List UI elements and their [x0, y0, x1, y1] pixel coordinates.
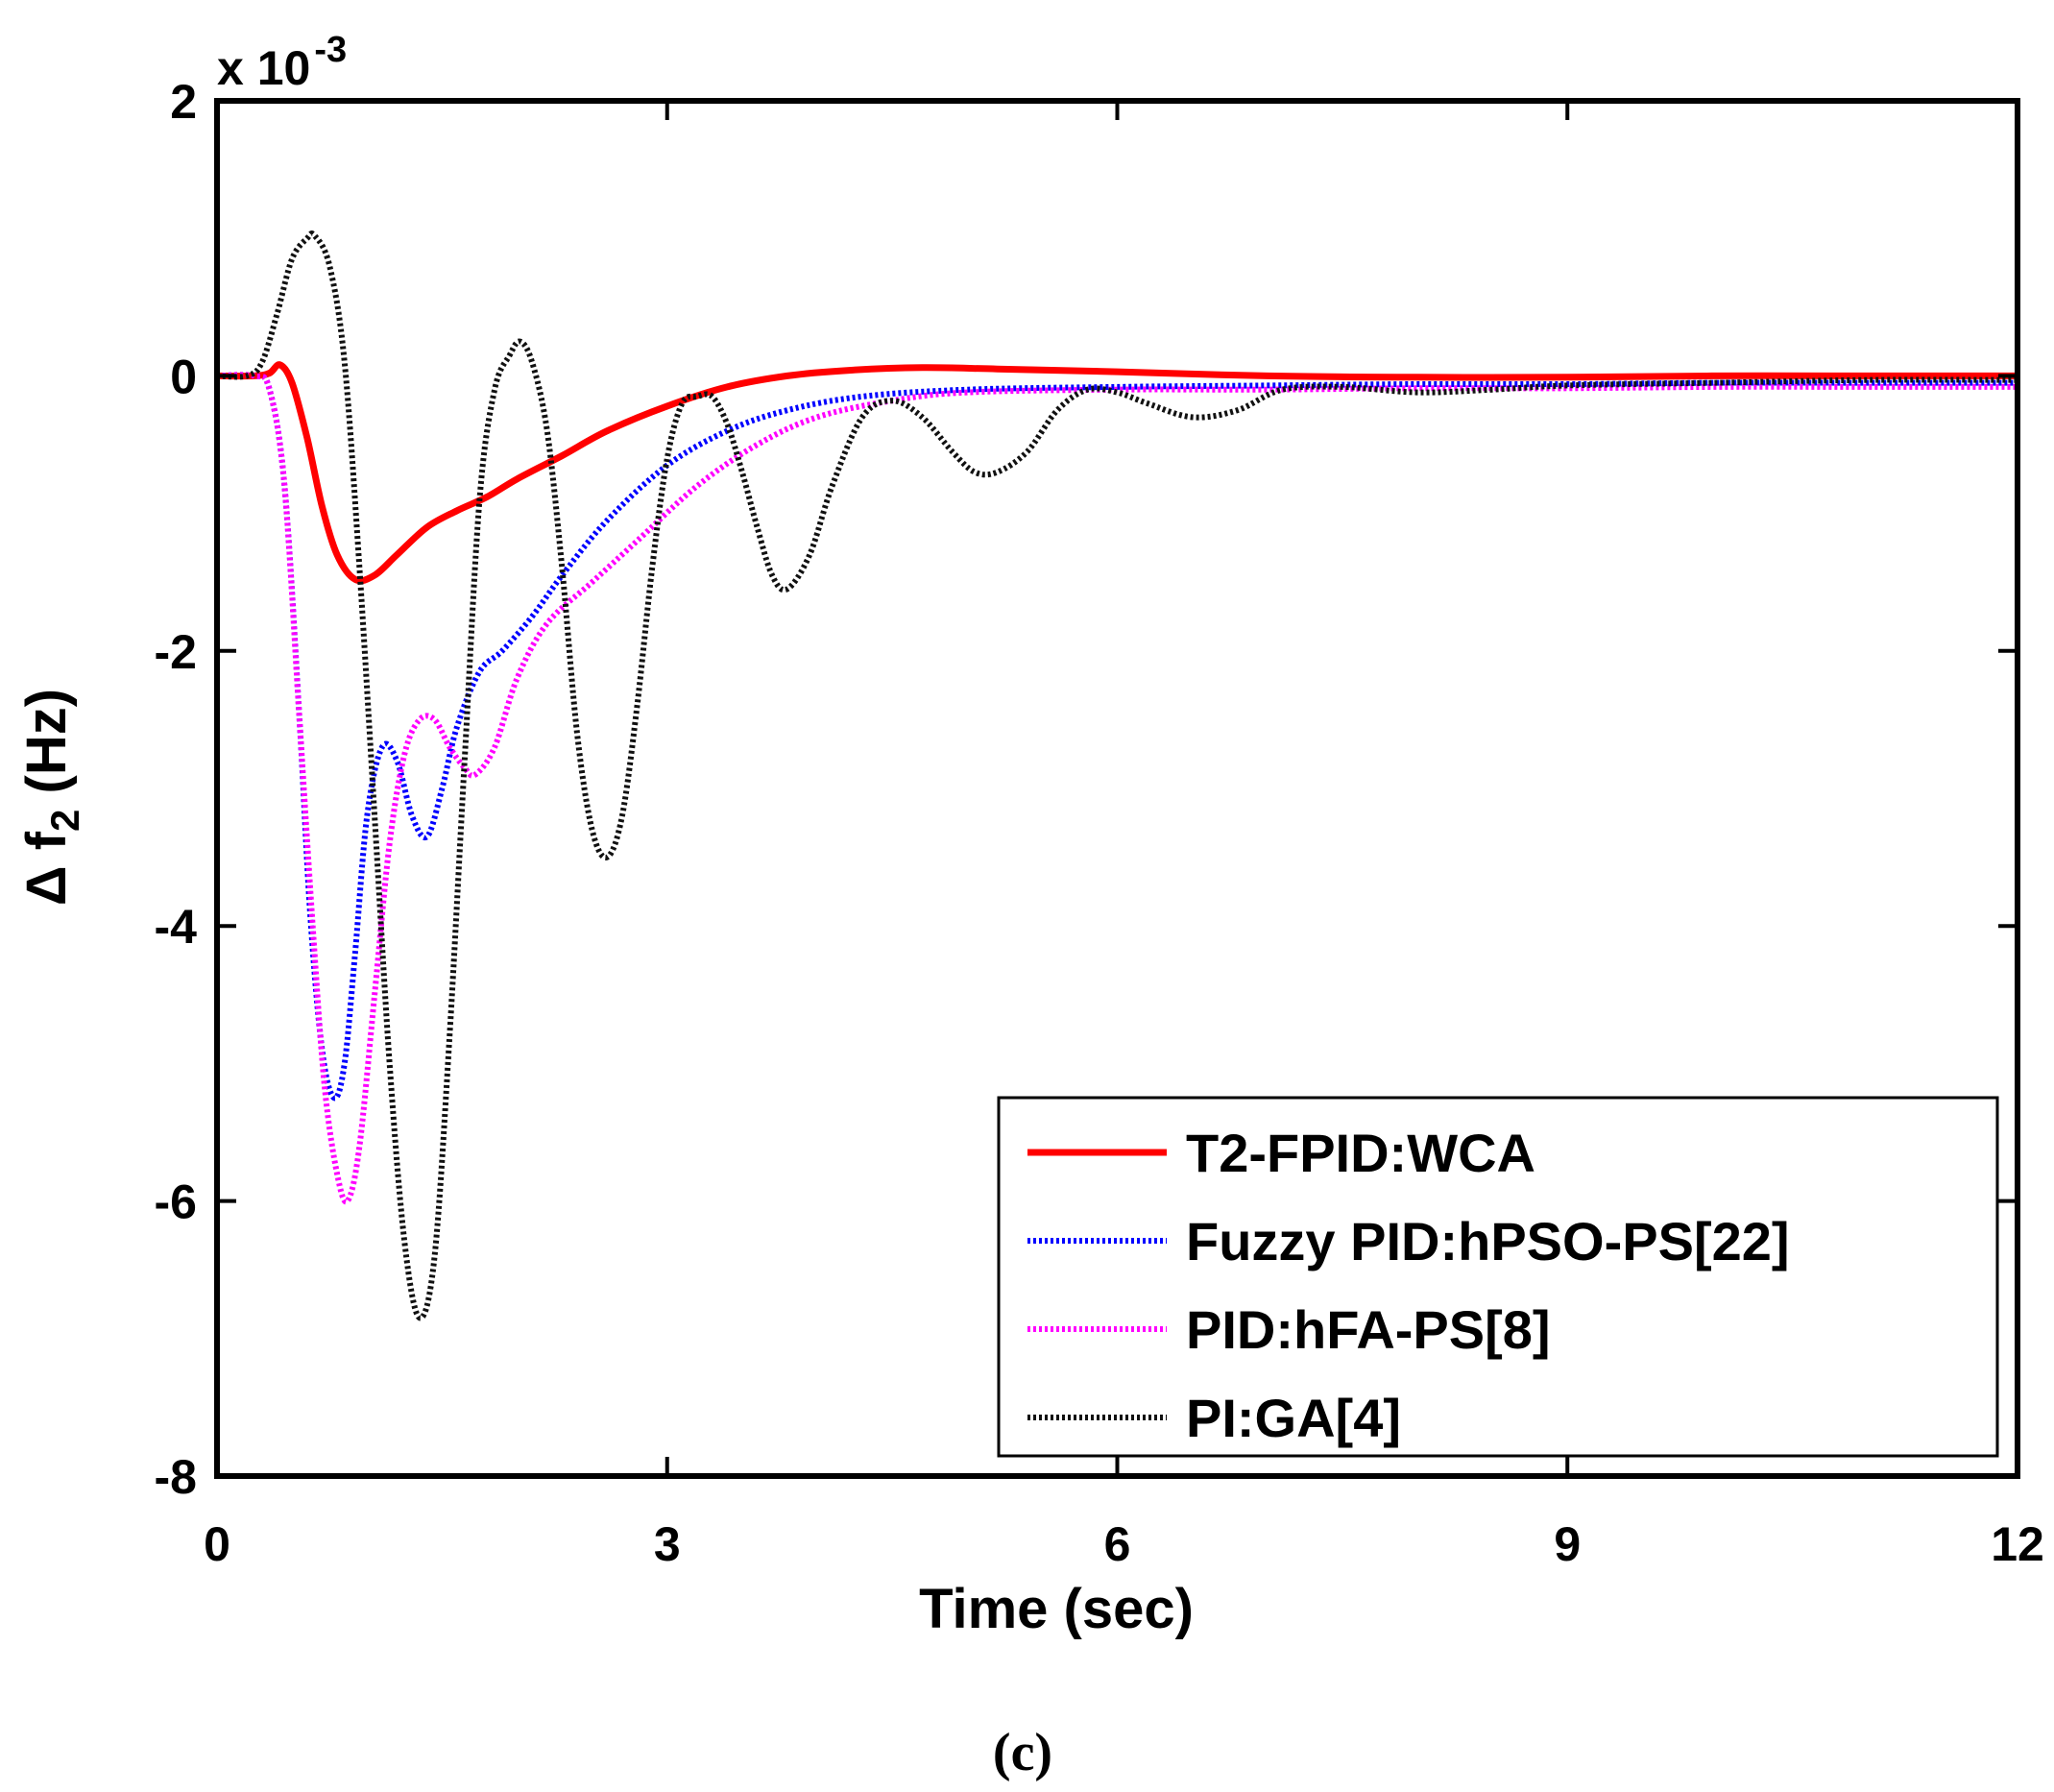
- legend-label-2: Fuzzy PID:hPSO-PS[22]: [1186, 1211, 1790, 1271]
- y-tick-label: -6: [155, 1175, 197, 1229]
- y-axis-label-group: Δ f2 (Hz): [15, 689, 87, 906]
- y-axis-ticks: 2 0 -2 -4 -6 -8: [155, 75, 2018, 1504]
- legend-box: [997, 1096, 1999, 1458]
- series-line-1: [217, 361, 2018, 585]
- series-line-3: [217, 372, 2018, 1205]
- figure-caption: (c): [993, 1723, 1052, 1782]
- legend-label-4: PI:GA[4]: [1186, 1388, 1401, 1448]
- y-tick-label: -4: [155, 900, 198, 954]
- y-tick-label: 0: [170, 350, 197, 403]
- y-tick-label: -8: [155, 1450, 197, 1504]
- series-line-4: [217, 230, 2018, 1321]
- y-exponent-power: -3: [314, 30, 347, 70]
- x-tick-label: 3: [654, 1517, 681, 1571]
- x-tick-label: 6: [1104, 1517, 1131, 1571]
- legend-label-1: T2-FPID:WCA: [1186, 1123, 1535, 1183]
- y-tick-label: 2: [170, 75, 197, 129]
- x-axis-ticks: 0 3 6 9 12: [204, 101, 2044, 1571]
- x-axis-label: Time (sec): [919, 1578, 1194, 1640]
- y-axis-label-suffix: (Hz): [15, 689, 78, 810]
- y-axis-label-prefix: Δ f: [15, 831, 78, 906]
- y-tick-label: -2: [155, 625, 197, 679]
- series-layer: [217, 230, 2018, 1321]
- x-tick-label: 0: [204, 1517, 230, 1571]
- x-tick-label: 9: [1554, 1517, 1581, 1571]
- y-axis-label-subscript: 2: [42, 810, 87, 832]
- y-axis-label: Δ f2 (Hz): [15, 689, 87, 906]
- series-line-2: [217, 372, 2018, 1102]
- legend-label-3: PID:hFA-PS[8]: [1186, 1299, 1551, 1360]
- y-exponent-base: x 10: [217, 41, 310, 95]
- y-exponent-label: x 10 -3: [217, 30, 347, 95]
- legend: T2-FPID:WCA Fuzzy PID:hPSO-PS[22] PID:hFA-…: [997, 1096, 1999, 1458]
- legend-items: T2-FPID:WCA Fuzzy PID:hPSO-PS[22] PID:hFA-…: [1027, 1123, 1790, 1448]
- x-tick-label: 12: [1991, 1517, 2044, 1571]
